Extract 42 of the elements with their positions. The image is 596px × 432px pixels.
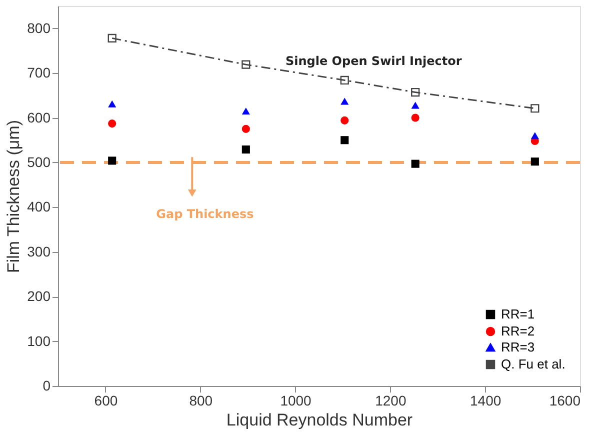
y-tick-label: 600 [27,109,51,126]
x-tick-label: 600 [94,392,118,408]
y-tick-label: 500 [27,154,51,170]
point [242,145,250,154]
point [242,124,250,133]
point [340,116,349,124]
x-tick-label: 1400 [470,392,502,408]
point [411,102,420,109]
y-tick-label: 800 [27,20,51,36]
y-tick-label: 700 [27,64,51,81]
y-tick-label: 400 [27,198,51,215]
x-tick-label: 800 [189,392,213,408]
annotation: Single Open Swirl Injector [285,54,462,68]
legend-label: RR=2 [501,324,535,338]
point [108,34,116,42]
point [108,156,116,165]
legend-label: Q. Fu et al. [501,356,566,372]
point [242,108,250,115]
point [411,114,420,122]
annotation: Gap Thickness [156,207,254,222]
point [108,100,116,108]
y-tick-label: 300 [27,243,51,260]
point [530,104,540,113]
point [530,158,539,166]
point [411,160,420,168]
y-tick-label: 0 [42,378,51,394]
x-tick-label: 1600 [549,392,581,408]
point [108,120,116,128]
x-axis-title: Liquid Reynolds Number [226,410,413,430]
x-tick-label: 1200 [375,392,406,408]
point [340,98,349,105]
point [411,88,420,97]
point [340,76,349,85]
point [530,132,539,140]
legend-label: RR=3 [501,340,535,354]
legend-label: RR=1 [501,306,535,322]
y-tick-label: 100 [27,332,51,349]
y-axis-title: Film Thickness (μm) [4,120,24,274]
point [242,60,250,69]
x-tick-label: 1000 [280,392,312,408]
point [340,136,349,144]
y-tick-label: 200 [27,288,51,304]
